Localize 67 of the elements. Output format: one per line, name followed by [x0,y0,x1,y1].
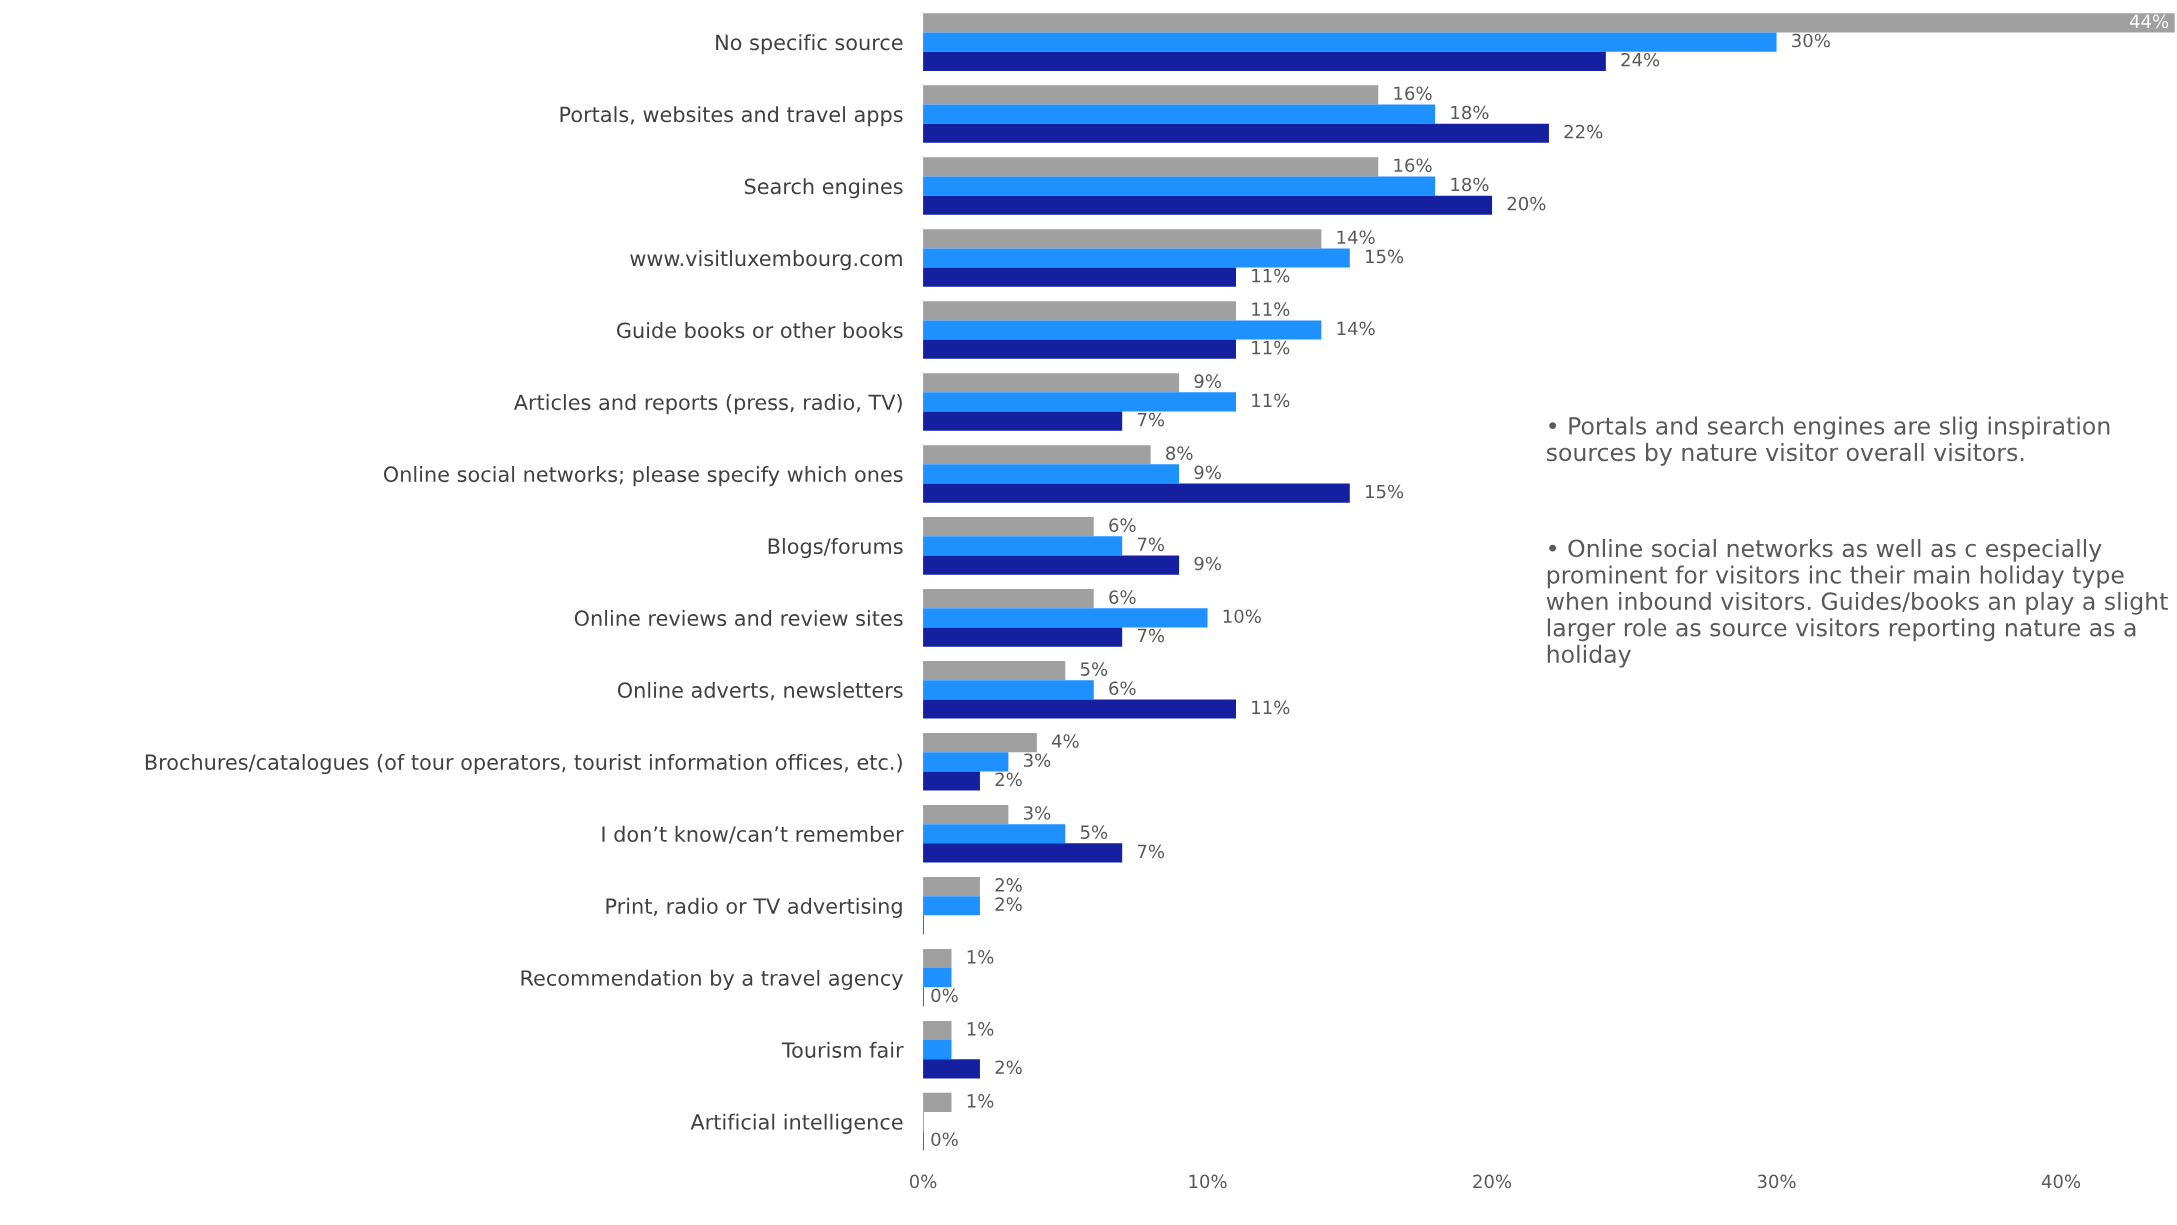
data-label: 7% [1137,537,1165,552]
data-label: 2% [995,1060,1022,1075]
data-label: 0% [931,1132,958,1147]
data-label: 6% [1109,518,1136,532]
x-tick-label: 30% [1757,1174,1796,1189]
x-tick-label: 0% [909,1174,937,1189]
data-label: 10% [1223,609,1261,624]
y-tick-label: Blogs/forums [768,537,903,559]
data-label: 11% [1252,340,1290,355]
data-label: 2% [995,772,1022,787]
data-label: 2% [995,897,1022,911]
data-label: 11% [1252,393,1290,408]
y-tick-label: www.visitluxembourg.com [630,250,902,271]
x-tick-label: 40% [2041,1174,2081,1189]
data-label: 11% [1252,268,1290,283]
y-tick-label: Online reviews and review sites [574,609,903,627]
data-label: 1% [967,1022,994,1036]
data-label: 30% [1792,33,1830,48]
y-tick-label: Portals, websites and travel apps [560,106,903,127]
data-label: 16% [1394,158,1432,173]
data-label: 5% [1080,825,1108,839]
y-tick-label: Brochures/catalogues (of tour operators, tourist information offices, etc.) [145,753,902,775]
y-tick-label: Print, radio or TV advertising [606,897,902,918]
data-label: 6% [1109,681,1136,696]
data-label: 2% [995,878,1022,892]
data-label: 9% [1194,556,1221,571]
y-tick-label: No specific source [716,34,903,55]
data-label: 15% [1366,249,1404,264]
annotation: • Online social networks as well as c especially prominent for visitors inc their main holiday type when inbound visitors. Guides/books an play a slight larger role as source visitors reporting nature as a holiday [1546,539,2168,668]
data-label: 16% [1394,86,1432,101]
data-label: 9% [1194,465,1221,480]
data-label: 11% [1252,700,1290,715]
data-label: 8% [1166,446,1193,460]
x-tick-label: 10% [1189,1174,1227,1189]
data-label: 3% [1024,806,1051,820]
data-label: 7% [1137,844,1165,859]
data-label: 18% [1451,177,1489,192]
data-label: 14% [1337,321,1375,336]
data-label: 15% [1366,484,1404,499]
y-tick-label: Guide books or other books [617,322,903,339]
y-tick-label: Online social networks; please specify which ones [383,466,903,487]
data-label: 1% [967,950,994,964]
y-tick-label: I don’t know/can’t remember [602,825,904,844]
data-label: 3% [1024,753,1051,768]
data-label: 1% [967,1094,994,1108]
data-label: 0% [931,988,958,1003]
data-label: 18% [1451,105,1489,120]
data-label: 20% [1507,196,1546,211]
data-label: 6% [1109,590,1136,604]
data-label: 24% [1621,52,1660,67]
y-tick-label: Tourism fair [781,1041,904,1058]
y-tick-label: Search engines [744,178,903,199]
annotation: • Portals and search engines are slig inspiration sources by nature visitor overall visitors. [1546,416,2110,466]
data-label: 11% [1252,302,1290,317]
data-label: 7% [1137,628,1165,643]
data-label: 9% [1194,374,1221,388]
y-tick-label: Artificial intelligence [690,1113,903,1134]
y-tick-label: Online adverts, newsletters [617,681,903,701]
data-label: 44% [2129,14,2169,29]
data-label: 4% [1051,734,1079,748]
y-tick-label: Articles and reports (press, radio, TV) [513,394,902,415]
data-label: 5% [1080,662,1108,676]
x-tick-label: 20% [1473,1174,1512,1189]
y-tick-label: Recommendation by a travel agency [521,969,903,990]
data-label: 7% [1137,412,1165,427]
data-label: 14% [1337,230,1375,245]
data-label: 22% [1564,124,1603,139]
